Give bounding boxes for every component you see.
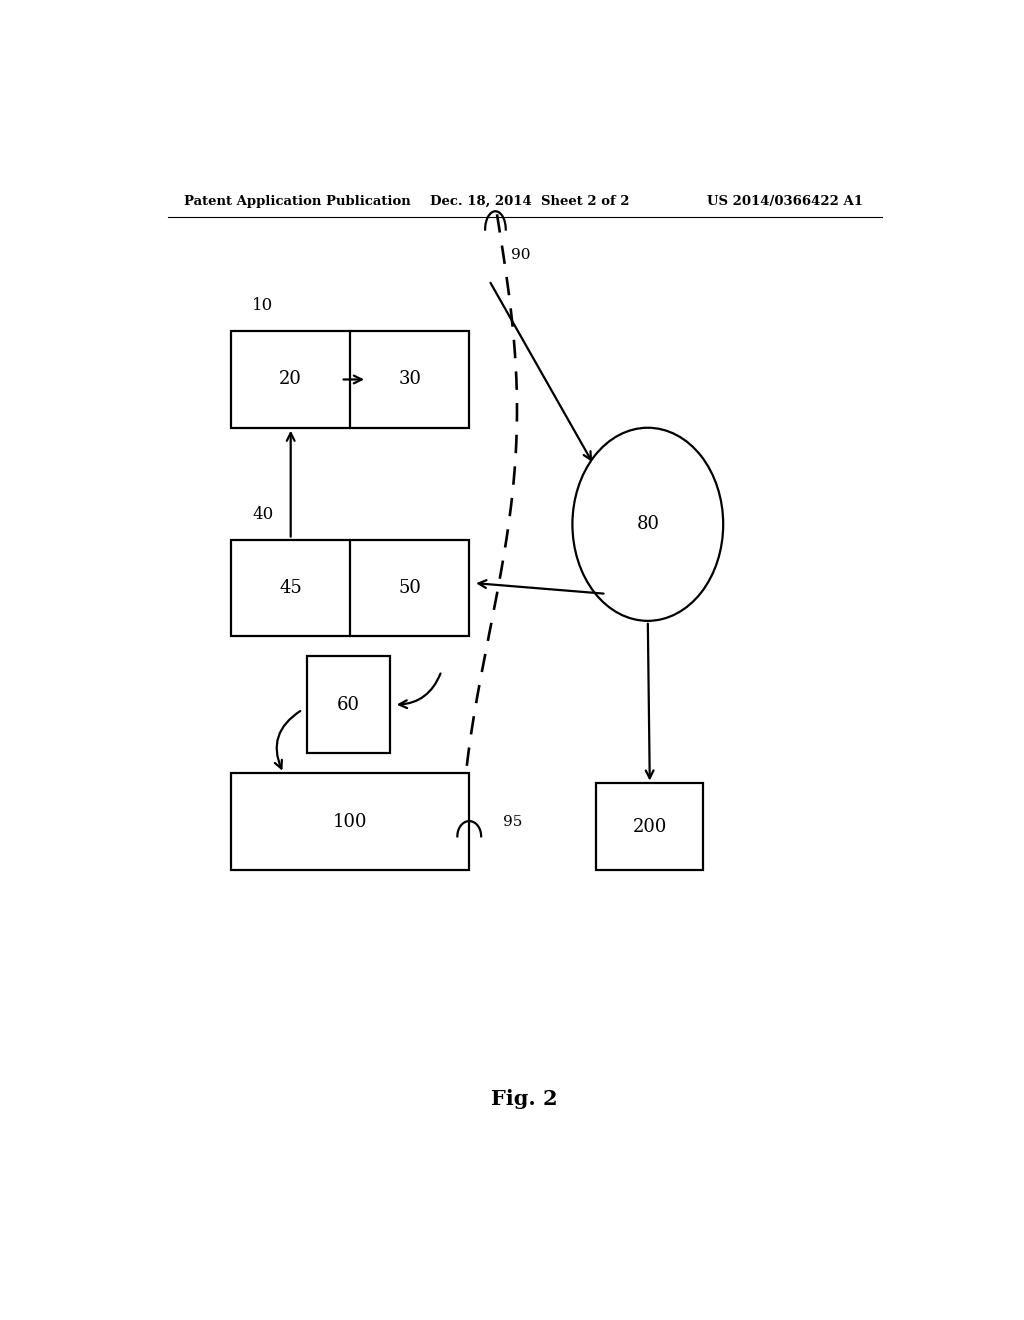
Text: Dec. 18, 2014  Sheet 2 of 2: Dec. 18, 2014 Sheet 2 of 2 [430,194,629,207]
Text: 20: 20 [280,371,302,388]
Text: 100: 100 [333,813,368,830]
Text: Fig. 2: Fig. 2 [492,1089,558,1109]
Text: 40: 40 [252,506,273,523]
Bar [306,656,390,752]
Bar [231,774,469,870]
Text: 50: 50 [398,579,421,597]
Bar [231,331,469,428]
Text: 60: 60 [337,696,359,714]
Text: Patent Application Publication: Patent Application Publication [183,194,411,207]
Text: 45: 45 [280,579,302,597]
Text: 30: 30 [398,371,421,388]
Bar [596,784,703,870]
Text: 95: 95 [503,816,522,829]
Text: 10: 10 [252,297,273,314]
Text: 200: 200 [633,817,667,836]
Text: US 2014/0366422 A1: US 2014/0366422 A1 [708,194,863,207]
Text: 90: 90 [511,248,530,261]
Text: 80: 80 [636,515,659,533]
Bar [231,540,469,636]
